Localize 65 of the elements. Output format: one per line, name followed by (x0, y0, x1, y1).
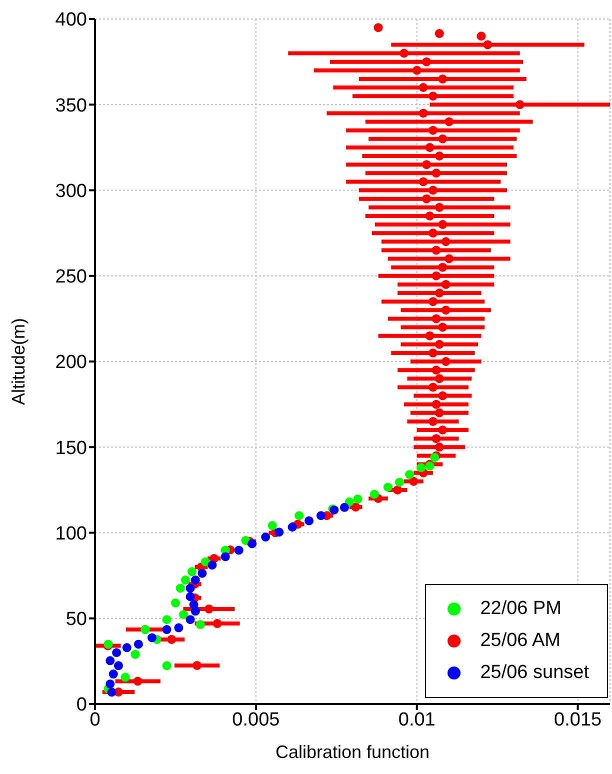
point (170, 598, 180, 608)
point (370, 490, 379, 499)
point (107, 688, 116, 697)
y-tick-label: 250 (55, 266, 87, 288)
point (208, 560, 217, 570)
point (198, 568, 207, 578)
point (394, 478, 404, 487)
point (186, 615, 195, 624)
point (106, 679, 115, 688)
point (186, 592, 195, 602)
x-axis-title: Calibration function (275, 742, 430, 762)
point (353, 494, 362, 504)
x-tick-label: 0.01 (398, 709, 436, 730)
point (404, 470, 414, 480)
x-tick-label: 0.005 (232, 709, 280, 730)
point (162, 615, 172, 624)
point (176, 584, 185, 593)
point (274, 528, 284, 537)
point (248, 539, 257, 548)
point (162, 661, 172, 670)
point (416, 463, 426, 472)
point (288, 522, 297, 532)
y-tick-label: 0 (76, 694, 87, 716)
point (134, 640, 143, 649)
point (196, 620, 205, 630)
y-tick-label: 350 (55, 95, 87, 116)
point (200, 557, 210, 566)
point (241, 536, 250, 545)
point (162, 625, 172, 634)
point (112, 648, 122, 658)
point (179, 610, 188, 620)
y-tick-label: 150 (55, 438, 87, 459)
y-tick-label: 100 (55, 523, 87, 544)
legend-label: 22/06 PM (480, 598, 562, 620)
point (106, 656, 115, 666)
point (294, 511, 304, 520)
point (147, 633, 156, 642)
point (383, 482, 392, 492)
point (261, 532, 270, 542)
point (190, 576, 200, 585)
point (187, 567, 196, 576)
point (186, 584, 195, 593)
point (108, 670, 118, 679)
point (220, 552, 230, 562)
point (114, 661, 123, 670)
point (130, 650, 140, 659)
point (268, 521, 277, 530)
legend-label: 25/06 sunset (480, 662, 589, 684)
y-axis-title: Altitude(m) (8, 318, 28, 406)
point (180, 576, 190, 585)
x-tick-label: 0.015 (554, 709, 602, 730)
point (120, 672, 130, 682)
y-tick-label: 300 (55, 180, 87, 202)
point (316, 511, 326, 520)
point (340, 502, 349, 512)
x-tick-label: 0 (90, 709, 100, 730)
point (234, 546, 244, 555)
point (174, 623, 184, 632)
y-tick-label: 50 (66, 609, 87, 630)
y-tick-label: 400 (55, 10, 87, 31)
point (122, 643, 132, 652)
y-tick-label: 200 (55, 352, 87, 374)
point (304, 516, 314, 526)
point (190, 606, 200, 616)
legend-label: 25/06 AM (480, 630, 560, 652)
